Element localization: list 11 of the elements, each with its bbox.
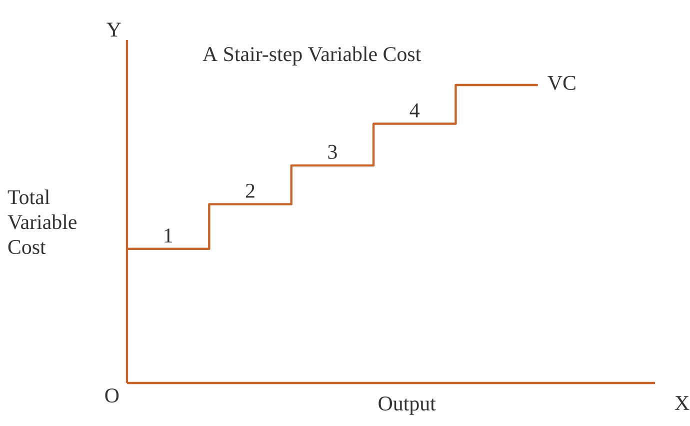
annotation: 2 (246, 184, 254, 198)
chart-title: A Stair-step Variable Cost (202, 46, 422, 66)
annotation: 4 (410, 103, 420, 118)
x-axis-title: Output (378, 396, 436, 415)
y-axis-title: Total Variable Cost (8, 190, 76, 254)
text: Y (106, 22, 121, 36)
annotation: 3 (328, 144, 337, 159)
series-label: VC (548, 76, 576, 90)
annotation: 1 (164, 228, 172, 242)
text: O (105, 388, 119, 403)
text: X (674, 396, 690, 410)
